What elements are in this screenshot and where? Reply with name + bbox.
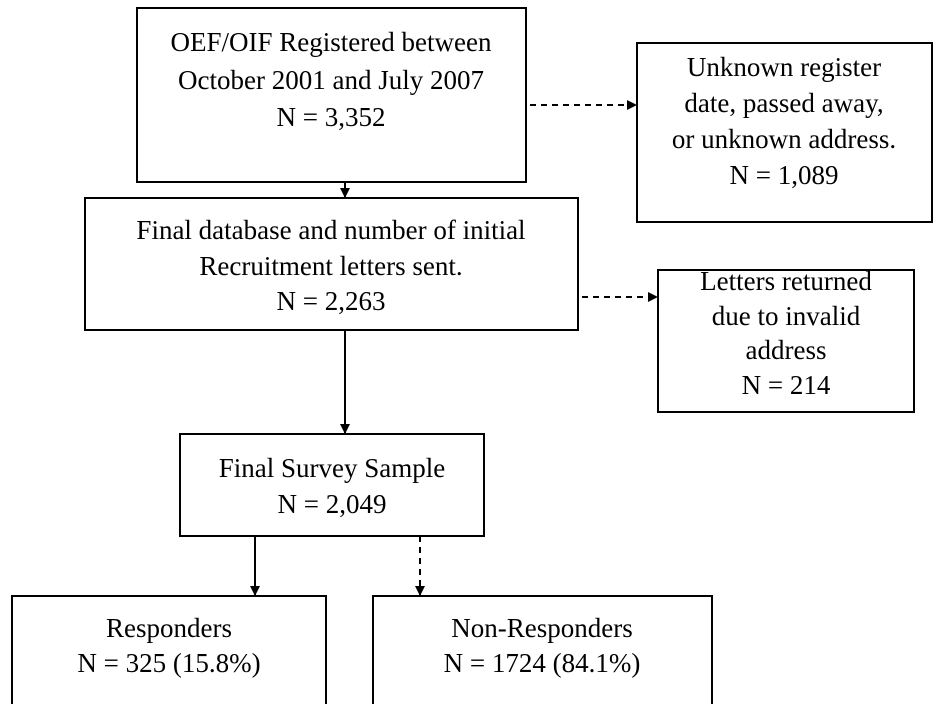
node-box (136, 7, 527, 183)
node-text: address (746, 335, 827, 365)
node-text: N = 2,263 (277, 286, 386, 316)
node-text: date, passed away, (684, 88, 883, 118)
node-text: OEF/OIF Registered between (171, 27, 492, 57)
node-text: Letters returned (700, 266, 872, 296)
node-text: Responders (106, 613, 232, 643)
node-text: N = 325 (15.8%) (77, 648, 260, 678)
node-text: October 2001 and July 2007 (178, 65, 484, 95)
node-box (636, 42, 933, 223)
node-text: Non-Responders (451, 613, 632, 643)
node-box (84, 197, 579, 331)
node-text: N = 214 (742, 370, 831, 400)
node-text: due to invalid (712, 301, 861, 331)
node-text: Recruitment letters sent. (199, 251, 462, 281)
node-text: N = 3,352 (277, 102, 386, 132)
node-text: Final Survey Sample (219, 453, 445, 483)
node-text: N = 1724 (84.1%) (444, 648, 641, 678)
node-text: N = 1,089 (730, 160, 839, 190)
node-text: Final database and number of initial (136, 215, 525, 245)
node-text: N = 2,049 (278, 489, 387, 519)
node-text: Unknown register (687, 52, 881, 82)
node-box (657, 269, 915, 413)
node-box (11, 595, 327, 704)
node-box (372, 595, 713, 704)
node-text: or unknown address. (672, 124, 896, 154)
node-box (179, 433, 485, 537)
